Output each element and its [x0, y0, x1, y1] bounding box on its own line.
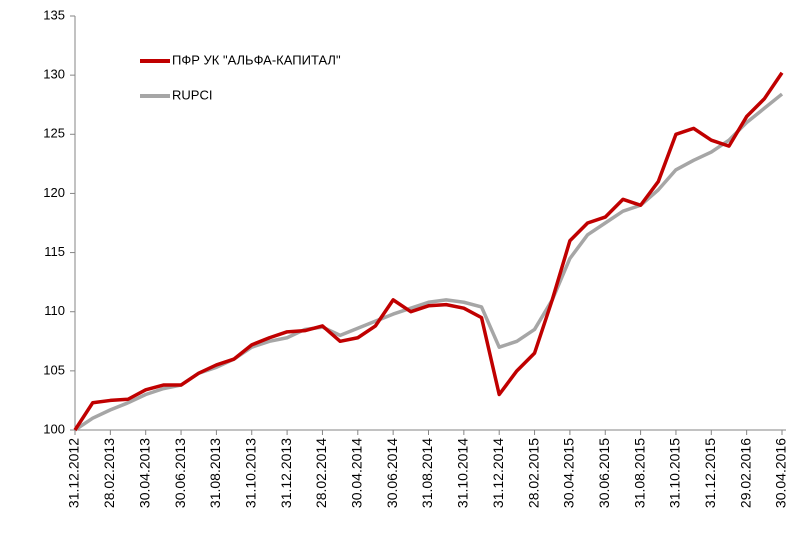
x-tick-label: 30.04.2013 — [136, 438, 152, 508]
x-tick-label: 28.02.2013 — [101, 438, 117, 508]
x-tick-label: 29.02.2016 — [737, 438, 753, 508]
x-tick-label: 31.10.2014 — [455, 438, 471, 508]
line-series — [73, 71, 784, 431]
x-tick-label: 30.06.2014 — [384, 438, 400, 508]
legend-label: ПФР УК "АЛЬФА-КАПИТАЛ" — [172, 52, 341, 67]
x-tick-label: 31.08.2014 — [419, 438, 435, 508]
y-tick-label: 125 — [43, 126, 65, 141]
x-tick-label: 31.10.2013 — [242, 438, 258, 508]
x-tick-label: 31.12.2013 — [278, 438, 294, 508]
x-tick-label: 30.04.2015 — [561, 438, 577, 508]
y-tick-label: 135 — [43, 7, 65, 22]
line-series — [74, 92, 784, 432]
y-tick-label: 115 — [44, 244, 65, 259]
y-tick-label: 120 — [43, 185, 65, 200]
x-tick-label: 30.04.2014 — [349, 438, 365, 508]
y-tick-label: 105 — [43, 362, 65, 377]
y-tick-label: 100 — [43, 421, 65, 436]
x-tick-label: 28.02.2014 — [313, 438, 329, 508]
y-tick-label: 130 — [43, 67, 65, 82]
x-tick-label: 28.02.2015 — [525, 438, 541, 508]
x-tick-label: 31.12.2014 — [490, 438, 506, 508]
x-tick-label: 31.08.2015 — [631, 438, 647, 508]
x-tick-label: 31.12.2012 — [66, 438, 82, 508]
y-tick-label: 110 — [44, 303, 65, 318]
x-tick-label: 30.06.2015 — [596, 438, 612, 508]
x-tick-label: 30.04.2016 — [773, 438, 789, 508]
x-tick-label: 31.08.2013 — [207, 438, 223, 508]
x-tick-label: 31.10.2015 — [667, 438, 683, 508]
legend-label: RUPCI — [172, 87, 212, 102]
x-tick-label: 31.12.2015 — [702, 438, 718, 508]
x-tick-label: 30.06.2013 — [172, 438, 188, 508]
